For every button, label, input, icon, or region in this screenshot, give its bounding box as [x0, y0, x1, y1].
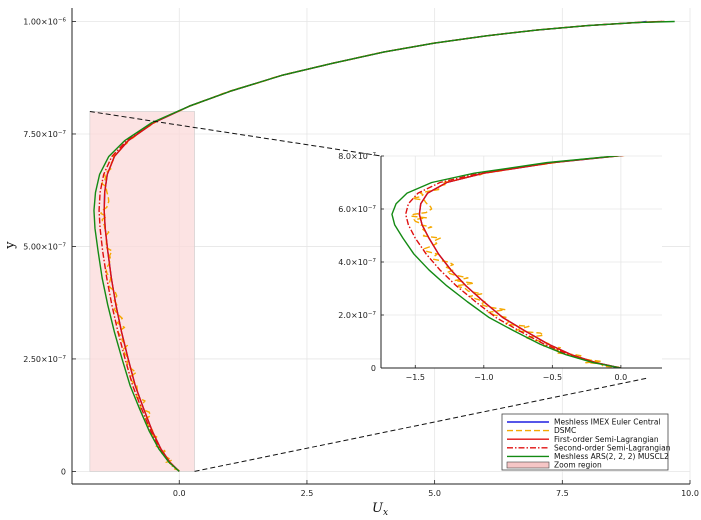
inset-x-tick-label-0: −1.5 [406, 373, 425, 382]
legend-label-6: Zoom region [554, 461, 602, 470]
x-axis-title: Ux [372, 501, 388, 518]
inset-plot: −1.5 −1.0 −0.5 0.0 0 2.0×10−7 4.0×10−7 6.0×10−7… [338, 152, 662, 382]
legend-label-5: Meshless ARS(2, 2, 2) MUSCL2 [554, 452, 669, 461]
inset-x-tick-label-1: −1.0 [474, 373, 493, 382]
inset-y-tick-label-3: 6.0×10−7 [338, 205, 376, 214]
inset-series-line-5 [391, 156, 623, 368]
zoom-connector-bottom [194, 377, 649, 472]
zoom-connector-lines [89, 110, 649, 472]
main-y-tick-label-0: 0 [61, 467, 66, 476]
main-x-tick-label-2: 5.0 [428, 489, 441, 498]
legend-label-2: DSMC [554, 426, 576, 435]
legend-box [501, 413, 669, 471]
main-x-tick-label-1: 2.5 [301, 489, 314, 498]
inset-x-tick-label-3: 0.0 [615, 373, 628, 382]
main-x-tick-label-0: 0.0 [173, 489, 186, 498]
inset-y-tick-label-1: 2.0×10−7 [338, 311, 376, 320]
main-y-tick-label-2: 5.00×10−7 [23, 242, 66, 251]
inset-y-tick-label-4: 8.0×10−7 [338, 152, 376, 161]
inset-series-group [391, 156, 626, 368]
y-axis-title: y [3, 241, 18, 250]
main-x-tick-label-3: 7.5 [556, 489, 569, 498]
inset-x-tick-label-2: −0.5 [543, 373, 562, 382]
legend-swatch-6 [506, 461, 550, 469]
inset-series-line-4 [404, 156, 624, 368]
legend: Meshless IMEX Euler CentralDSMCFirst-ord… [501, 413, 671, 471]
main-x-tick-label-4: 10.0 [681, 489, 699, 498]
legend-label-4: Second-order Semi-Lagrangian [554, 443, 671, 452]
main-y-tick-label-1: 2.50×10−7 [23, 355, 66, 364]
main-y-tick-label-3: 7.50×10−7 [23, 130, 66, 139]
inset-y-tick-label-2: 4.0×10−7 [338, 258, 376, 267]
legend-label-1: Meshless IMEX Euler Central [554, 418, 661, 427]
main-y-tick-label-4: 1.00×10−6 [23, 17, 66, 26]
main-plot: 0.0 2.5 5.0 7.5 10.0 0 2.50×10−7 5.00×10−7 7.50×… [23, 8, 699, 498]
main-series-line-5 [93, 20, 675, 472]
main-series-group [93, 20, 675, 472]
inset-series-line-3 [418, 156, 625, 368]
zoom-connector-top [89, 110, 382, 157]
inset-y-tick-label-0: 0 [371, 364, 376, 373]
inset-series-line-2 [410, 156, 626, 368]
legend-label-3: First-order Semi-Lagrangian [554, 435, 659, 444]
